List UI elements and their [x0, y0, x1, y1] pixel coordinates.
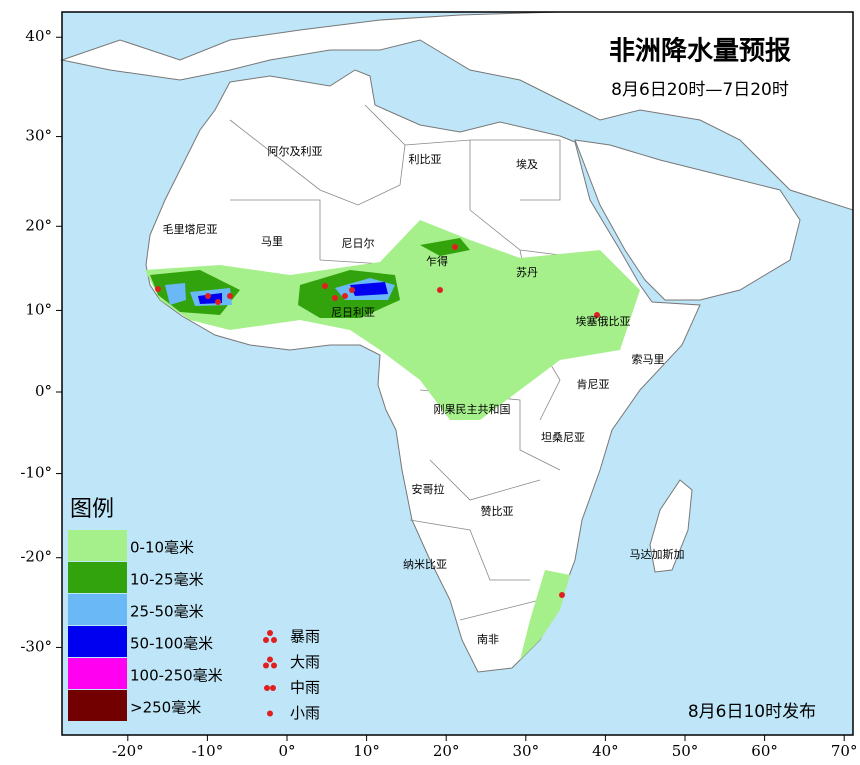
x-tick-label: 70° — [831, 742, 858, 760]
legend-label: 100-250毫米 — [130, 667, 223, 685]
legend-rain-symbol — [270, 685, 276, 691]
legend-swatch — [68, 594, 127, 625]
europe-asia — [60, 11, 854, 211]
title: 非洲降水量预报 — [609, 36, 791, 67]
precip-25-50 — [165, 278, 395, 306]
legend-rain-symbol — [267, 656, 273, 663]
legend-rain-label: 中雨 — [290, 679, 320, 697]
precip-0-10-south — [520, 570, 570, 660]
country-label: 埃及 — [516, 157, 538, 171]
country-label: 毛里塔尼亚 — [163, 223, 218, 236]
x-tick-label: 0° — [278, 742, 295, 760]
country-label: 尼日尔 — [342, 237, 375, 250]
country-label: 乍得 — [426, 254, 448, 268]
legend-title: 图例 — [70, 497, 114, 522]
precip-0-10 — [145, 220, 640, 420]
y-tick-label: 20° — [25, 216, 52, 234]
country-label: 尼日利亚 — [331, 306, 375, 319]
arabia — [574, 139, 801, 301]
y-tick-label: 40° — [25, 27, 52, 45]
y-tick-label: -30° — [20, 637, 52, 655]
issued: 8月6日10时发布 — [688, 702, 816, 722]
y-tick-label: 10° — [25, 300, 52, 318]
legend-rain-symbol — [267, 630, 273, 636]
legend-rain-symbol — [271, 662, 277, 669]
country-label: 肯尼亚 — [577, 378, 610, 391]
x-tick-label: 50° — [672, 742, 699, 760]
x-tick-label: 10° — [353, 742, 380, 760]
legend-swatch — [68, 626, 127, 657]
country-label: 纳米比亚 — [403, 558, 447, 571]
country-label: 埃塞俄比亚 — [576, 314, 631, 328]
y-tick-label: 30° — [25, 127, 52, 145]
legend-label: 25-50毫米 — [130, 603, 204, 621]
y-tick-label: 0° — [35, 382, 52, 400]
frame — [61, 11, 854, 736]
country-label: 赞比亚 — [481, 505, 514, 518]
country-label: 安哥拉 — [412, 482, 445, 496]
y-tick-label: -20° — [20, 548, 52, 566]
country-label: 坦桑尼亚 — [541, 430, 585, 444]
subtitle: 8月6日20时—7日20时 — [611, 80, 789, 100]
y-tick-label: -10° — [20, 464, 52, 482]
madagascar — [649, 479, 693, 573]
country-label: 苏丹 — [516, 266, 538, 279]
legend-label: 10-25毫米 — [130, 571, 204, 589]
legend-rain-symbol — [271, 637, 277, 643]
legend-rain-symbol — [263, 662, 269, 669]
x-tick-label: 60° — [751, 742, 778, 760]
legend-swatch — [68, 690, 127, 721]
rain-dots — [155, 244, 600, 598]
legend-swatch — [68, 562, 127, 593]
country-label: 马里 — [261, 235, 283, 248]
x-tick-label: 20° — [433, 742, 460, 760]
legend-rain-symbol — [263, 637, 269, 643]
country-label: 索马里 — [632, 352, 665, 366]
legend-rain-label: 暴雨 — [290, 628, 320, 646]
legend-rain-label: 大雨 — [290, 653, 320, 671]
legend-label: 50-100毫米 — [130, 635, 213, 653]
legend-rain-label: 小雨 — [290, 704, 320, 722]
generated: -20° -10° 0° 10° 20° 30° 40° 50° 60° 70° 40° 30° 20°… — [20, 27, 857, 760]
country-labels: 阿尔及利亚 利比亚 埃及 毛里塔尼亚 马里 尼日尔 乍得 苏丹 尼日利亚 埃塞俄… — [163, 145, 685, 646]
x-tick-label: -10° — [192, 742, 224, 760]
country-label: 南非 — [477, 633, 499, 646]
x-tick-label: 40° — [592, 742, 619, 760]
legend-swatch — [68, 658, 127, 689]
x-tick-label: -20° — [112, 742, 144, 760]
legend-label: >250毫米 — [130, 699, 201, 717]
legend-rain-symbol — [264, 685, 270, 691]
legend-label: 0-10毫米 — [130, 539, 194, 557]
country-label: 阿尔及利亚 — [268, 145, 323, 158]
legend-rain-symbol — [267, 710, 273, 717]
x-tick-label: 30° — [513, 742, 540, 760]
legend-swatch — [68, 530, 127, 561]
country-label: 利比亚 — [409, 153, 442, 166]
country-label: 刚果民主共和国 — [434, 403, 511, 416]
country-label: 马达加斯加 — [630, 548, 685, 561]
